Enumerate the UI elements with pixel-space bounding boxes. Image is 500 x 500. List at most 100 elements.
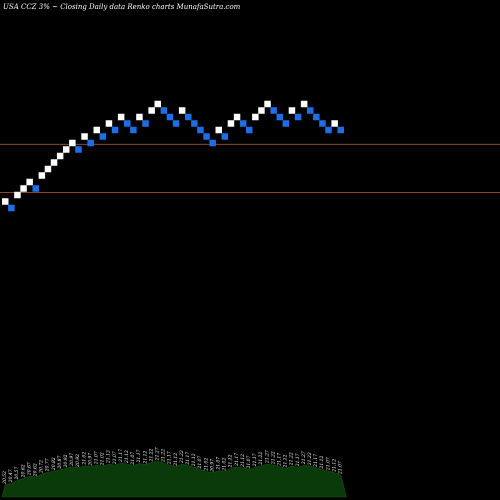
renko-brick <box>32 185 39 192</box>
renko-brick <box>319 120 326 127</box>
renko-brick <box>20 185 27 192</box>
volume-label: 20.72 <box>39 460 45 474</box>
renko-brick <box>75 146 82 153</box>
renko-brick <box>50 159 58 166</box>
renko-brick <box>185 113 192 121</box>
volume-label: 21.17 <box>277 453 283 467</box>
renko-brick <box>276 113 283 121</box>
volume-labels: 20.52 20.47 20.57 20.62 20.67 20.62 20.72 20.77… <box>2 447 344 485</box>
renko-brick <box>130 126 137 134</box>
volume-label: 21.12 <box>106 450 112 464</box>
renko-brick <box>148 107 155 114</box>
renko-brick <box>160 107 168 114</box>
volume-label: 21.22 <box>258 452 264 466</box>
volume-label: 21.17 <box>167 451 173 465</box>
renko-brick <box>264 100 271 108</box>
volume-label: 20.97 <box>69 453 75 467</box>
volume-label: 20.57 <box>14 466 20 480</box>
renko-brick <box>215 126 222 134</box>
renko-brick <box>69 139 76 147</box>
volume-label: 21.22 <box>179 450 185 464</box>
volume-label: 21.02 <box>100 452 106 466</box>
volume-label: 21.17 <box>295 453 301 467</box>
volume-label: 21.12 <box>191 453 197 467</box>
renko-brick <box>56 152 64 160</box>
renko-brick <box>111 126 119 134</box>
renko-brick <box>246 126 253 134</box>
volume-label: 21.17 <box>313 454 319 468</box>
volume-label: 21.12 <box>142 451 148 465</box>
volume-label: 21.22 <box>270 451 276 465</box>
volume-label: 21.17 <box>252 453 258 467</box>
volume-area <box>1 460 347 498</box>
volume-label: 21.07 <box>325 457 331 471</box>
volume-label: 21.07 <box>130 452 136 466</box>
volume-label: 21.12 <box>124 450 130 464</box>
volume-label: 21.12 <box>319 455 325 469</box>
renko-brick <box>172 120 180 127</box>
volume-label: 21.22 <box>307 452 313 466</box>
renko-brick <box>209 139 216 147</box>
volume-label: 20.62 <box>20 464 26 478</box>
renko-brick <box>294 113 302 121</box>
renko-brick <box>81 133 88 140</box>
volume-label: 21.07 <box>246 455 252 469</box>
volume-label: 21.02 <box>203 458 209 472</box>
renko-brick <box>136 113 143 121</box>
renko-brick <box>166 113 174 121</box>
renko-brick <box>63 146 70 153</box>
renko-brick <box>154 100 161 108</box>
renko-brick <box>300 100 308 108</box>
renko-brick <box>142 120 149 127</box>
renko-brick <box>197 126 204 134</box>
volume-label: 20.97 <box>87 453 93 467</box>
renko-brick <box>337 126 344 134</box>
renko-brick <box>307 107 314 114</box>
volume-area-path <box>1 460 347 498</box>
volume-label: 20.97 <box>209 459 215 473</box>
volume-label: 20.67 <box>26 462 32 476</box>
volume-label: 20.52 <box>2 471 8 485</box>
renko-brick <box>14 191 21 199</box>
renko-brick <box>233 113 241 121</box>
volume-label: 21.27 <box>264 450 270 464</box>
renko-brick <box>38 172 46 179</box>
renko-brick <box>288 107 296 114</box>
volume-label: 20.77 <box>45 458 51 472</box>
volume-label: 21.07 <box>338 461 344 475</box>
volume-label: 21.12 <box>228 454 234 468</box>
volume-label: 21.22 <box>161 449 167 463</box>
volume-label: 21.12 <box>240 454 246 468</box>
renko-brick <box>44 165 52 173</box>
volume-label: 21.07 <box>197 455 203 469</box>
renko-brick <box>87 139 94 147</box>
volume-label: 20.82 <box>51 457 57 471</box>
volume-label: 20.92 <box>75 454 81 468</box>
volume-label: 21.22 <box>289 452 295 466</box>
volume-label: 21.12 <box>331 459 337 473</box>
volume-label: 20.92 <box>63 454 69 468</box>
renko-brick <box>313 113 320 121</box>
renko-brick <box>191 120 198 127</box>
volume-label: 21.12 <box>173 453 179 467</box>
volume-label: 21.02 <box>81 452 87 466</box>
renko-bricks <box>2 100 344 212</box>
renko-brick <box>117 113 125 121</box>
volume-label: 21.12 <box>283 454 289 468</box>
volume-label: 21.07 <box>216 457 222 471</box>
renko-brick <box>258 107 265 114</box>
volume-label: 20.87 <box>57 455 63 469</box>
volume-label: 21.07 <box>94 451 100 465</box>
renko-brick <box>252 113 259 121</box>
volume-label: 21.22 <box>148 448 154 462</box>
renko-brick <box>331 120 338 127</box>
renko-brick <box>105 120 113 127</box>
chart-title: USA CCZ 3% ~ Closing Daily data Renko ch… <box>3 3 241 11</box>
renko-brick <box>221 133 229 140</box>
volume-label: 21.27 <box>155 447 161 461</box>
renko-brick <box>178 107 186 114</box>
renko-brick <box>227 120 235 127</box>
volume-label: 21.17 <box>136 449 142 463</box>
volume-label: 20.62 <box>33 463 39 477</box>
